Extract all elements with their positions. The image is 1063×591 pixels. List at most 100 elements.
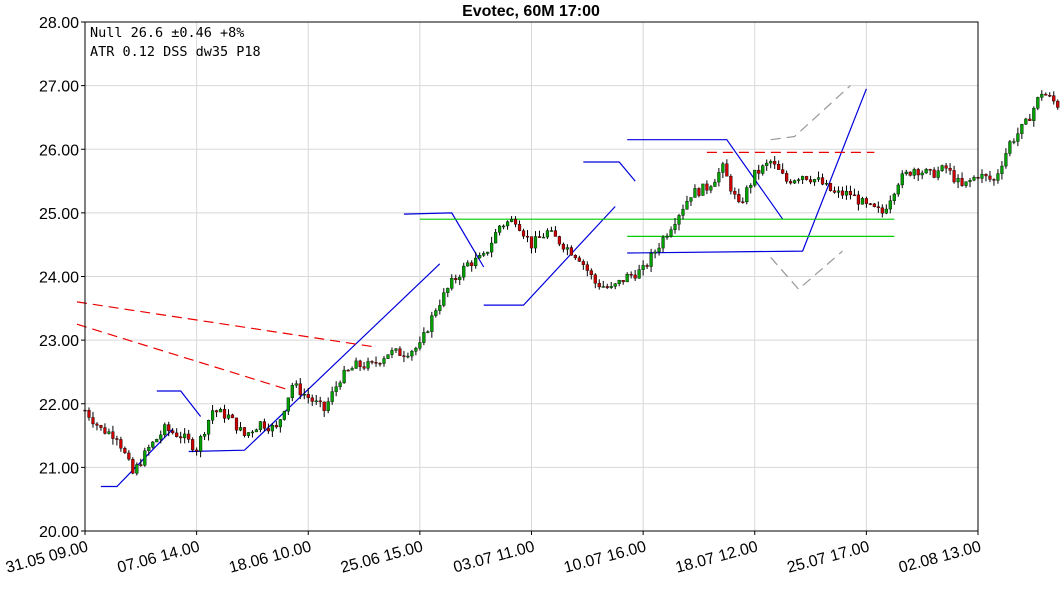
candle-body [713,181,717,187]
candle-body [462,265,466,278]
candle-body [972,176,976,181]
y-tick-label: 21.00 [39,460,79,477]
candle-body [203,434,207,437]
candle-body [741,201,745,203]
candle-body [868,203,872,205]
candle-body [254,429,259,433]
candle-body [785,173,789,182]
candle-body [470,262,474,267]
candle-body [87,410,91,418]
candle-body [757,169,761,174]
candle-body [1056,100,1060,108]
candle-body [498,225,502,233]
candle-body [330,391,334,402]
info-line-2: ATR 0.12 DSS dw35 P18 [90,44,261,60]
blue-line [583,161,636,182]
candle-body [569,247,573,256]
candle-body [1012,141,1016,143]
candle-body [442,292,446,306]
blue-line [100,428,174,488]
y-tick-label: 27.00 [39,79,79,96]
candle-body [1028,118,1032,121]
candle-body [1052,95,1056,102]
candle-body [250,431,255,434]
candle-body [318,400,322,403]
candle-body [1024,118,1028,125]
candle-body [167,424,171,432]
candle-body [856,194,860,205]
candle-body [812,179,817,183]
candle-body [230,414,235,419]
candle-body [749,185,753,188]
candle-body [478,255,482,259]
candle-body [234,417,239,431]
candle-body [310,397,314,402]
candle-body [808,179,813,183]
candle-body [454,277,458,280]
candles [83,90,1060,476]
candle-body [434,310,438,316]
candle-body [657,247,661,253]
candle-body [1008,141,1012,154]
candle-body [290,385,294,398]
candle-body [553,230,558,237]
candle-body [450,277,454,289]
candle-body [880,207,884,214]
candle-body [908,171,912,176]
candle-body [549,230,554,232]
candle-body [91,417,95,425]
candle-body [294,383,298,386]
candle-body [653,251,657,254]
candle-body [613,283,617,287]
candle-body [298,383,302,396]
candle-body [119,439,123,449]
candle-body [107,431,111,434]
candle-body [900,173,904,186]
candle-body [482,253,486,256]
candle-body [1020,123,1024,134]
candle-body [996,173,1000,181]
candle-body [924,169,928,174]
candle-body [191,439,195,451]
candle-body [226,414,231,419]
candle-body [1004,153,1008,167]
candle-body [410,351,414,357]
candle-body [199,436,203,452]
candle-body [99,425,103,428]
candle-body [218,409,223,413]
plot-frame [84,21,979,532]
candle-body [123,448,127,454]
candle-body [589,270,593,275]
candle-body [665,235,669,238]
candle-body [832,190,837,193]
candle-body [206,420,211,435]
candle-body [828,183,833,191]
candle-body [175,432,179,437]
candle-body [745,187,749,203]
candle-body [338,382,342,388]
candle-body [936,170,940,178]
candle-body [143,450,147,466]
candle-body [426,331,430,333]
candle-body [884,208,888,214]
chart-title: Evotec, 60M 17:00 [462,3,600,20]
candle-body [761,165,765,174]
candle-body [151,441,155,448]
candle-body [350,368,354,371]
candle-body [956,178,960,183]
candle-body [159,434,163,440]
candle-body [278,419,282,428]
candle-body [366,361,370,369]
candle-body [258,421,263,430]
candle-body [242,427,247,436]
candle-body [238,427,243,431]
candle-body [187,433,191,440]
candle-body [733,190,737,195]
candle-body [402,355,406,357]
candle-body [876,206,880,208]
candle-body [513,218,518,225]
candle-body [286,397,290,412]
candle-body [430,315,434,332]
candle-body [709,186,713,191]
candle-body [860,198,864,205]
